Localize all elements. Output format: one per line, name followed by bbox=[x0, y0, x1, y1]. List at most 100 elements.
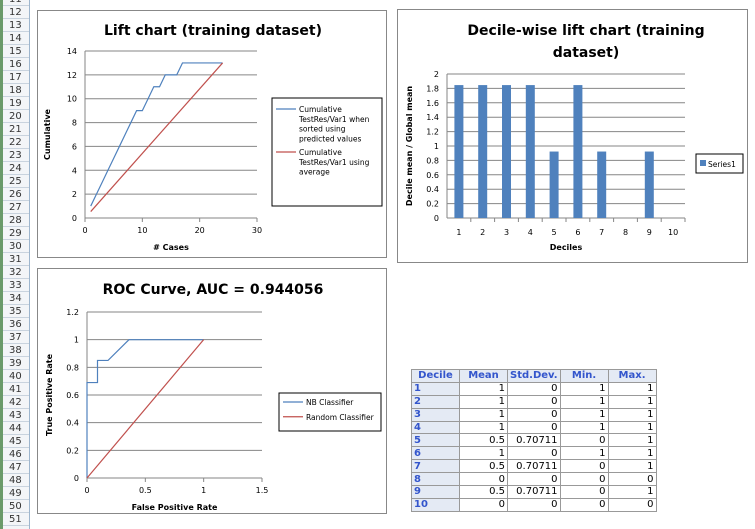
value-cell[interactable]: 1 bbox=[559, 381, 609, 396]
row-number[interactable]: 39 bbox=[3, 357, 29, 370]
value-cell[interactable]: 0.5 bbox=[459, 485, 508, 499]
decile-cell[interactable]: 2 bbox=[411, 394, 460, 409]
row-number[interactable]: 13 bbox=[3, 19, 29, 32]
row-number[interactable]: 31 bbox=[3, 253, 29, 266]
row-number[interactable]: 30 bbox=[3, 240, 29, 253]
row-number[interactable]: 16 bbox=[3, 58, 29, 71]
value-cell[interactable]: 0 bbox=[507, 497, 561, 512]
row-number[interactable]: 47 bbox=[3, 461, 29, 474]
row-number[interactable]: 38 bbox=[3, 344, 29, 357]
decile-cell[interactable]: 9 bbox=[411, 485, 460, 499]
value-cell[interactable]: 0.70711 bbox=[507, 459, 561, 474]
value-cell[interactable]: 1 bbox=[607, 420, 657, 435]
value-cell[interactable]: 1 bbox=[559, 407, 609, 422]
row-number[interactable]: 35 bbox=[3, 305, 29, 318]
decile-cell[interactable]: 4 bbox=[411, 420, 460, 435]
value-cell[interactable]: 0 bbox=[507, 446, 561, 461]
row-number[interactable]: 33 bbox=[3, 279, 29, 292]
row-number[interactable]: 15 bbox=[3, 45, 29, 58]
row-number[interactable]: 34 bbox=[3, 292, 29, 305]
value-cell[interactable]: 1 bbox=[607, 433, 657, 448]
row-header[interactable]: 1112131415161718192021222324252627282930… bbox=[0, 0, 30, 529]
row-number[interactable]: 50 bbox=[3, 500, 29, 513]
row-number[interactable]: 19 bbox=[3, 97, 29, 110]
decile-cell[interactable]: 6 bbox=[411, 446, 460, 461]
row-number[interactable]: 42 bbox=[3, 396, 29, 409]
lift-chart[interactable]: Lift chart (training dataset) 0 2 4 6 8 10 12 14… bbox=[37, 10, 387, 258]
col-header: Mean bbox=[459, 369, 508, 383]
value-cell[interactable]: 1 bbox=[459, 420, 508, 435]
row-number[interactable]: 28 bbox=[3, 214, 29, 227]
row-number[interactable]: 45 bbox=[3, 435, 29, 448]
decile-cell[interactable]: 1 bbox=[411, 381, 460, 396]
row-number[interactable]: 37 bbox=[3, 331, 29, 344]
row-number[interactable]: 23 bbox=[3, 149, 29, 162]
row-number[interactable]: 14 bbox=[3, 32, 29, 45]
row-number[interactable]: 43 bbox=[3, 409, 29, 422]
value-cell[interactable]: 1 bbox=[559, 420, 609, 435]
value-cell[interactable]: 0 bbox=[507, 407, 561, 422]
row-number[interactable]: 20 bbox=[3, 110, 29, 123]
value-cell[interactable]: 1 bbox=[607, 485, 657, 499]
value-cell[interactable]: 1 bbox=[607, 381, 657, 396]
row-number[interactable]: 44 bbox=[3, 422, 29, 435]
row-number[interactable]: 17 bbox=[3, 71, 29, 84]
value-cell[interactable]: 0 bbox=[459, 497, 508, 512]
row-number[interactable]: 48 bbox=[3, 474, 29, 487]
row-number[interactable]: 18 bbox=[3, 84, 29, 97]
value-cell[interactable]: 0 bbox=[507, 381, 561, 396]
row-number[interactable]: 12 bbox=[3, 6, 29, 19]
chart-title: Lift chart (training dataset) bbox=[104, 23, 322, 39]
decile-cell[interactable]: 5 bbox=[411, 433, 460, 448]
value-cell[interactable]: 0 bbox=[507, 420, 561, 435]
decile-cell[interactable]: 8 bbox=[411, 472, 460, 487]
y-tick-label: 6 bbox=[72, 142, 77, 151]
value-cell[interactable]: 0 bbox=[559, 433, 609, 448]
value-cell[interactable]: 0.70711 bbox=[507, 485, 561, 499]
value-cell[interactable]: 1 bbox=[459, 407, 508, 422]
row-number[interactable]: 32 bbox=[3, 266, 29, 279]
value-cell[interactable]: 1 bbox=[607, 394, 657, 409]
row-number[interactable]: 46 bbox=[3, 448, 29, 461]
value-cell[interactable]: 0 bbox=[559, 485, 609, 499]
row-number[interactable]: 27 bbox=[3, 201, 29, 214]
value-cell[interactable]: 0.5 bbox=[459, 459, 508, 474]
row-number[interactable]: 49 bbox=[3, 487, 29, 500]
value-cell[interactable]: 1 bbox=[559, 446, 609, 461]
row-number[interactable]: 25 bbox=[3, 175, 29, 188]
row-number[interactable]: 11 bbox=[3, 0, 29, 6]
row-number[interactable]: 29 bbox=[3, 227, 29, 240]
row-number[interactable]: 21 bbox=[3, 123, 29, 136]
decile-lift-chart[interactable]: Decile-wise lift chart (training dataset)… bbox=[397, 9, 748, 263]
row-number[interactable]: 41 bbox=[3, 383, 29, 396]
row-number[interactable]: 24 bbox=[3, 162, 29, 175]
value-cell[interactable]: 1 bbox=[459, 381, 508, 396]
decile-cell[interactable]: 7 bbox=[411, 459, 460, 474]
decile-cell[interactable]: 10 bbox=[411, 497, 460, 512]
row-number[interactable]: 26 bbox=[3, 188, 29, 201]
value-cell[interactable]: 0 bbox=[607, 497, 657, 512]
value-cell[interactable]: 0 bbox=[507, 472, 561, 487]
value-cell[interactable]: 0 bbox=[559, 459, 609, 474]
value-cell[interactable]: 1 bbox=[459, 394, 508, 409]
row-number[interactable]: 22 bbox=[3, 136, 29, 149]
decile-cell[interactable]: 3 bbox=[411, 407, 460, 422]
row-number[interactable]: 40 bbox=[3, 370, 29, 383]
legend-swatch bbox=[700, 160, 706, 166]
value-cell[interactable]: 1 bbox=[559, 394, 609, 409]
value-cell[interactable]: 0 bbox=[507, 394, 561, 409]
value-cell[interactable]: 0 bbox=[459, 472, 508, 487]
value-cell[interactable]: 1 bbox=[459, 446, 508, 461]
value-cell[interactable]: 0.5 bbox=[459, 433, 508, 448]
y-tick-label: 0.4 bbox=[66, 419, 79, 428]
value-cell[interactable]: 0 bbox=[559, 497, 609, 512]
roc-chart[interactable]: ROC Curve, AUC = 0.944056 0 0.2 0.4 0.6 0.8 1 1… bbox=[37, 268, 387, 514]
row-number[interactable]: 51 bbox=[3, 513, 29, 526]
value-cell[interactable]: 1 bbox=[607, 459, 657, 474]
row-number[interactable]: 36 bbox=[3, 318, 29, 331]
value-cell[interactable]: 0 bbox=[607, 472, 657, 487]
value-cell[interactable]: 1 bbox=[607, 446, 657, 461]
value-cell[interactable]: 0 bbox=[559, 472, 609, 487]
value-cell[interactable]: 0.70711 bbox=[507, 433, 561, 448]
value-cell[interactable]: 1 bbox=[607, 407, 657, 422]
